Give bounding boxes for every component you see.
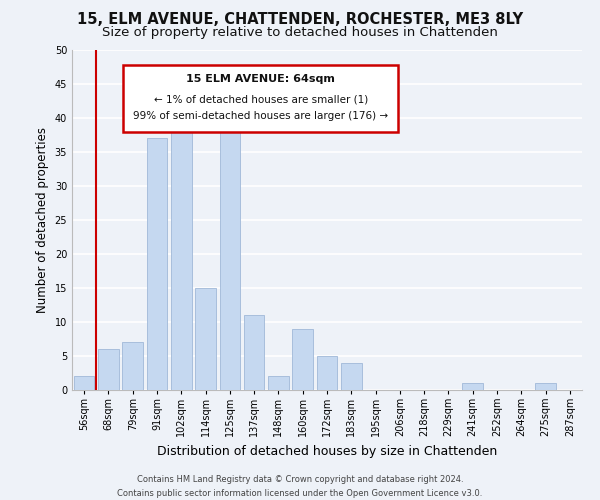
Text: ← 1% of detached houses are smaller (1): ← 1% of detached houses are smaller (1) <box>154 94 368 104</box>
Bar <box>98 349 119 390</box>
Bar <box>535 383 556 390</box>
Bar <box>220 125 240 390</box>
Text: Contains HM Land Registry data © Crown copyright and database right 2024.
Contai: Contains HM Land Registry data © Crown c… <box>118 476 482 498</box>
Bar <box>292 329 313 390</box>
Y-axis label: Number of detached properties: Number of detached properties <box>36 127 49 313</box>
Bar <box>122 342 143 390</box>
Bar <box>171 125 191 390</box>
Bar <box>317 356 337 390</box>
FancyBboxPatch shape <box>123 66 398 132</box>
Text: 99% of semi-detached houses are larger (176) →: 99% of semi-detached houses are larger (… <box>133 111 388 121</box>
Bar <box>463 383 483 390</box>
X-axis label: Distribution of detached houses by size in Chattenden: Distribution of detached houses by size … <box>157 445 497 458</box>
Text: 15 ELM AVENUE: 64sqm: 15 ELM AVENUE: 64sqm <box>186 74 335 84</box>
Bar <box>146 138 167 390</box>
Bar <box>341 363 362 390</box>
Bar <box>244 315 265 390</box>
Text: Size of property relative to detached houses in Chattenden: Size of property relative to detached ho… <box>102 26 498 39</box>
Text: 15, ELM AVENUE, CHATTENDEN, ROCHESTER, ME3 8LY: 15, ELM AVENUE, CHATTENDEN, ROCHESTER, M… <box>77 12 523 28</box>
Bar <box>74 376 94 390</box>
Bar <box>268 376 289 390</box>
Bar <box>195 288 216 390</box>
